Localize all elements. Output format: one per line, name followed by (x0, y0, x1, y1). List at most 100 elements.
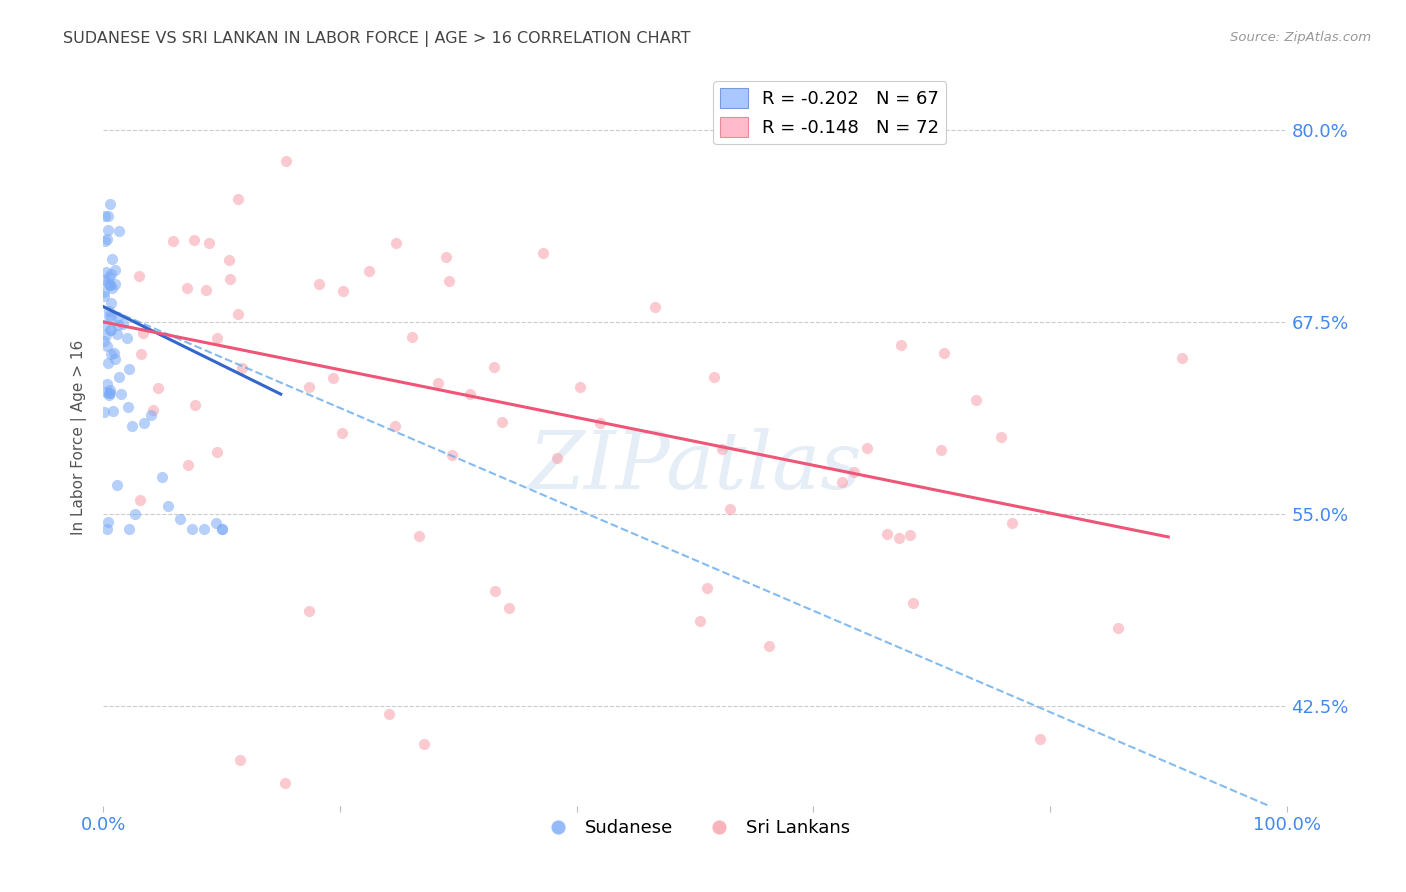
Point (378, 706, 401, 721)
Point (96, 522, 118, 536)
Point (491, 415, 513, 429)
Point (98, 323, 121, 337)
Point (93, 273, 115, 287)
Point (128, 268, 150, 283)
Point (231, 360, 253, 375)
Point (117, 400, 139, 414)
Point (298, 604, 321, 618)
Point (150, 469, 173, 483)
Point (96, 232, 118, 246)
Point (385, 235, 408, 250)
Point (96, 377, 118, 392)
Point (105, 478, 128, 492)
Point (121, 418, 143, 433)
Point (193, 522, 215, 536)
Point (482, 360, 505, 375)
Point (115, 331, 138, 345)
Legend: Sudanese, Sri Lankans: Sudanese, Sri Lankans (533, 812, 858, 845)
Point (589, 416, 612, 430)
Point (929, 442, 952, 457)
Point (176, 281, 198, 295)
Point (1171, 351, 1194, 366)
Text: SUDANESE VS SRI LANKAN IN LABOR FORCE | AGE > 16 CORRELATION CHART: SUDANESE VS SRI LANKAN IN LABOR FORCE | … (63, 31, 690, 47)
Point (98, 385, 121, 400)
Point (97, 223, 120, 237)
Point (484, 583, 506, 598)
Point (100, 268, 122, 282)
Point (401, 330, 423, 344)
Point (229, 753, 252, 767)
Point (1001, 516, 1024, 531)
Point (434, 250, 457, 264)
Point (205, 445, 228, 459)
Point (458, 386, 481, 401)
Point (890, 338, 912, 352)
Point (408, 529, 430, 543)
Point (211, 522, 233, 536)
Point (93, 318, 115, 332)
Point (162, 234, 184, 248)
Point (219, 272, 242, 286)
Point (887, 532, 910, 546)
Y-axis label: In Labor Force | Age > 16: In Labor Force | Age > 16 (72, 340, 87, 534)
Point (94, 385, 117, 400)
Point (1029, 731, 1052, 746)
Point (101, 403, 124, 417)
Point (101, 252, 124, 267)
Point (440, 448, 463, 462)
Point (359, 263, 381, 277)
Point (184, 398, 207, 412)
Point (100, 310, 122, 325)
Point (108, 224, 131, 238)
Point (107, 369, 129, 384)
Point (100, 277, 122, 292)
Point (93, 404, 115, 418)
Point (94, 328, 117, 343)
Point (142, 402, 165, 417)
Point (98, 196, 121, 211)
Point (148, 382, 170, 396)
Point (93, 289, 115, 303)
Point (568, 380, 591, 394)
Point (118, 522, 141, 536)
Point (308, 277, 330, 291)
Point (100, 323, 122, 337)
Point (129, 493, 152, 508)
Point (901, 596, 924, 610)
Point (93, 209, 115, 223)
Point (207, 331, 229, 345)
Point (181, 522, 204, 536)
Point (644, 300, 666, 314)
Point (97, 309, 120, 323)
Point (332, 426, 354, 441)
Point (139, 408, 162, 422)
Point (157, 500, 180, 514)
Point (124, 508, 146, 522)
Point (876, 526, 898, 541)
Point (94, 264, 117, 278)
Point (104, 277, 127, 292)
Point (332, 284, 354, 298)
Point (696, 581, 718, 595)
Point (211, 522, 233, 536)
Point (412, 737, 434, 751)
Point (97, 356, 120, 370)
Point (100, 296, 122, 310)
Point (194, 283, 217, 297)
Point (226, 192, 249, 206)
Point (900, 527, 922, 541)
Point (842, 465, 865, 479)
Point (183, 233, 205, 247)
Point (98, 383, 121, 397)
Point (93, 334, 115, 348)
Point (169, 512, 191, 526)
Text: ZIPatlas: ZIPatlas (529, 428, 862, 506)
Point (107, 310, 129, 324)
Point (711, 442, 734, 456)
Point (107, 318, 129, 333)
Point (426, 376, 449, 390)
Point (276, 154, 298, 169)
Point (1107, 621, 1129, 635)
Point (546, 451, 568, 466)
Point (274, 775, 297, 789)
